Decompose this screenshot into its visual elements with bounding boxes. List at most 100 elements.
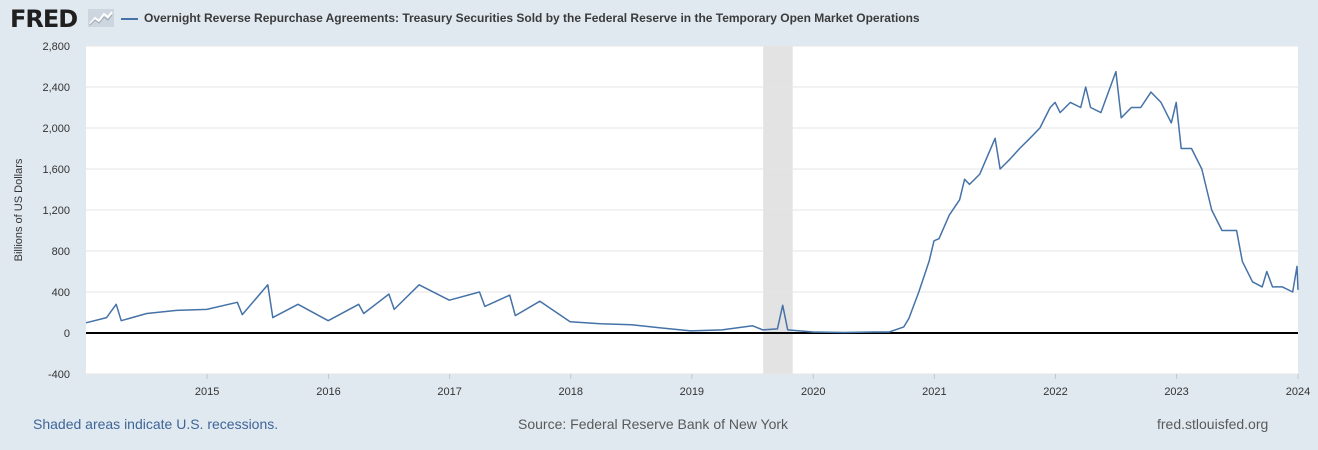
data-point bbox=[787, 329, 789, 331]
data-point bbox=[762, 329, 764, 331]
y-tick-label: 1,200 bbox=[42, 205, 70, 217]
x-tick-label: 2020 bbox=[801, 386, 825, 398]
x-tick-label: 2022 bbox=[1043, 386, 1067, 398]
data-point bbox=[115, 303, 117, 305]
data-point bbox=[1211, 209, 1213, 211]
data-point bbox=[297, 303, 299, 305]
data-point bbox=[1009, 158, 1011, 160]
data-point bbox=[539, 300, 541, 302]
data-point bbox=[1221, 229, 1223, 231]
data-point bbox=[1059, 111, 1061, 113]
x-tick-label: 2019 bbox=[680, 386, 704, 398]
data-point bbox=[1190, 147, 1192, 149]
fred-logo[interactable]: FRED bbox=[10, 5, 78, 33]
data-point bbox=[903, 326, 905, 328]
data-point bbox=[721, 329, 723, 331]
data-point bbox=[659, 327, 661, 329]
data-point bbox=[1170, 122, 1172, 124]
site-url[interactable]: fred.stlouisfed.org bbox=[1157, 416, 1269, 432]
chart-title: Overnight Reverse Repurchase Agreements:… bbox=[144, 11, 920, 25]
source-note: Source: Federal Reserve Bank of New York bbox=[518, 416, 789, 432]
y-axis-label: Billions of US Dollars bbox=[13, 158, 25, 261]
data-point bbox=[1266, 270, 1268, 272]
data-point bbox=[478, 291, 480, 293]
data-point bbox=[1100, 111, 1102, 113]
x-tick-label: 2017 bbox=[437, 386, 461, 398]
x-tick-label: 2021 bbox=[922, 386, 946, 398]
y-tick-label: 400 bbox=[52, 287, 70, 299]
data-point bbox=[994, 137, 996, 139]
data-point bbox=[1175, 101, 1177, 103]
data-point bbox=[968, 183, 970, 185]
y-tick-label: 2,000 bbox=[42, 123, 70, 135]
data-point bbox=[1150, 91, 1152, 93]
data-point bbox=[448, 299, 450, 301]
y-tick-label: 2,800 bbox=[42, 41, 70, 53]
data-point bbox=[1201, 168, 1203, 170]
data-point bbox=[1180, 147, 1182, 149]
x-tick-label: 2015 bbox=[195, 386, 219, 398]
data-point bbox=[938, 238, 940, 240]
data-point bbox=[146, 312, 148, 314]
y-tick-label: 0 bbox=[64, 328, 70, 340]
data-point bbox=[918, 291, 920, 293]
data-point bbox=[105, 316, 107, 318]
data-point bbox=[690, 330, 692, 332]
data-point bbox=[1291, 291, 1293, 293]
data-point bbox=[1296, 265, 1298, 267]
x-tick-label: 2018 bbox=[558, 386, 582, 398]
data-point bbox=[1281, 286, 1283, 288]
data-point bbox=[1115, 70, 1117, 72]
data-point bbox=[1039, 127, 1041, 129]
data-point bbox=[175, 309, 177, 311]
y-tick-label: -400 bbox=[48, 369, 70, 381]
data-point bbox=[1018, 147, 1020, 149]
data-point bbox=[842, 331, 844, 333]
data-point bbox=[812, 331, 814, 333]
data-point bbox=[1054, 101, 1056, 103]
data-point bbox=[888, 331, 890, 333]
data-point bbox=[873, 331, 875, 333]
data-point bbox=[1140, 106, 1142, 108]
data-point bbox=[206, 308, 208, 310]
data-point bbox=[272, 316, 274, 318]
data-point bbox=[1120, 117, 1122, 119]
data-point bbox=[1049, 106, 1051, 108]
data-point bbox=[267, 284, 269, 286]
data-point bbox=[418, 284, 420, 286]
data-point bbox=[241, 313, 243, 315]
data-point bbox=[484, 305, 486, 307]
data-point bbox=[358, 303, 360, 305]
data-point bbox=[393, 308, 395, 310]
recession-note: Shaded areas indicate U.S. recessions. bbox=[33, 416, 279, 432]
data-point bbox=[999, 168, 1001, 170]
data-point bbox=[933, 240, 935, 242]
data-point bbox=[630, 324, 632, 326]
data-point bbox=[120, 320, 122, 322]
legend-swatch bbox=[121, 18, 138, 20]
y-tick-label: 1,600 bbox=[42, 164, 70, 176]
data-point bbox=[751, 325, 753, 327]
x-tick-label: 2016 bbox=[316, 386, 340, 398]
data-point bbox=[1261, 286, 1263, 288]
data-point bbox=[979, 173, 981, 175]
data-point bbox=[776, 328, 778, 330]
data-point bbox=[514, 314, 516, 316]
chart-area: -400 0 400 800 1,200 1,600 2,000 2,400 2,800 2015… bbox=[13, 41, 1310, 398]
data-point bbox=[388, 293, 390, 295]
chart-header: FRED Overnight Reverse Repurchase Agreem… bbox=[0, 0, 1318, 40]
series-line bbox=[85, 70, 1299, 334]
data-point bbox=[508, 294, 510, 296]
data-point bbox=[569, 321, 571, 323]
data-point bbox=[1029, 137, 1031, 139]
data-point bbox=[1235, 229, 1237, 231]
line-chart-icon bbox=[88, 9, 114, 27]
data-point bbox=[948, 214, 950, 216]
data-point bbox=[1251, 281, 1253, 283]
data-point bbox=[1241, 260, 1243, 262]
data-point bbox=[963, 178, 965, 180]
data-point bbox=[958, 199, 960, 201]
data-point bbox=[236, 301, 238, 303]
data-point bbox=[363, 312, 365, 314]
data-point bbox=[85, 322, 87, 324]
